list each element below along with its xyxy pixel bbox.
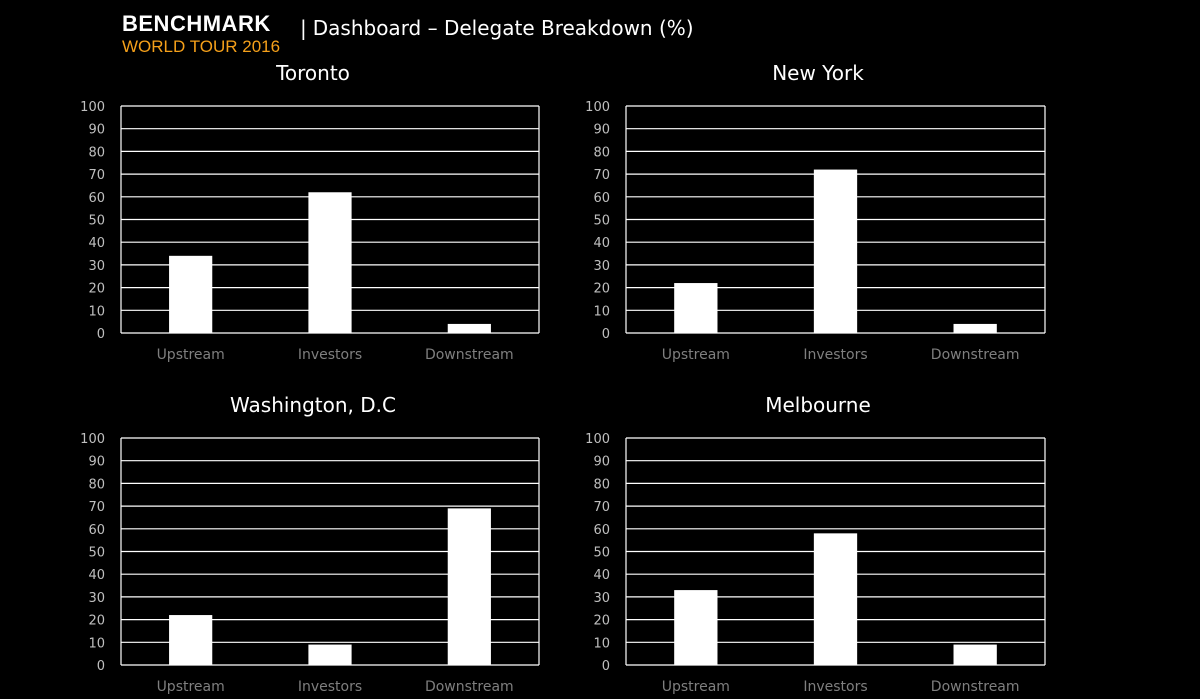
- bar-washington-upstream: [169, 615, 213, 665]
- brand-tour: WORLD TOUR 2016: [122, 37, 281, 56]
- y-tick-label: 100: [585, 100, 610, 115]
- page-title: | Dashboard – Delegate Breakdown (%): [300, 16, 694, 40]
- y-tick-label: 30: [593, 259, 610, 274]
- y-tick-label: 90: [88, 455, 105, 470]
- y-tick-label: 60: [88, 191, 105, 206]
- y-tick-label: 80: [593, 477, 610, 492]
- y-tick-label: 30: [88, 259, 105, 274]
- y-tick-label: 60: [88, 523, 105, 538]
- y-tick-label: 10: [88, 304, 105, 319]
- y-tick-label: 0: [602, 327, 610, 342]
- x-category-label: Upstream: [157, 347, 225, 363]
- x-category-label: Investors: [298, 347, 362, 363]
- bar-toronto-upstream: [169, 255, 213, 333]
- x-category-label: Investors: [803, 679, 867, 695]
- y-tick-label: 40: [88, 236, 105, 251]
- bar-melbourne-upstream: [674, 590, 718, 665]
- bar-new-york-investors: [813, 169, 858, 333]
- y-tick-label: 20: [593, 282, 610, 297]
- y-tick-label: 10: [593, 304, 610, 319]
- y-tick-label: 70: [88, 500, 105, 515]
- bar-melbourne-investors: [813, 533, 858, 665]
- y-tick-label: 70: [88, 168, 105, 183]
- chart-title-melbourne: Melbourne: [765, 393, 871, 417]
- x-category-label: Downstream: [425, 679, 514, 695]
- bar-toronto-downstream: [447, 323, 491, 333]
- y-tick-label: 20: [88, 282, 105, 297]
- y-tick-label: 20: [88, 614, 105, 629]
- y-tick-label: 90: [88, 123, 105, 138]
- y-tick-label: 70: [593, 500, 610, 515]
- bar-washington-downstream: [447, 508, 491, 665]
- y-tick-label: 80: [88, 477, 105, 492]
- y-tick-label: 60: [593, 523, 610, 538]
- page-title-text: Dashboard – Delegate Breakdown (%): [312, 16, 694, 40]
- y-tick-label: 20: [593, 614, 610, 629]
- y-tick-label: 90: [593, 123, 610, 138]
- y-tick-label: 90: [593, 455, 610, 470]
- y-tick-label: 40: [88, 568, 105, 583]
- x-category-label: Upstream: [662, 679, 730, 695]
- y-tick-label: 70: [593, 168, 610, 183]
- y-tick-label: 60: [593, 191, 610, 206]
- bar-toronto-investors: [308, 192, 352, 333]
- x-category-label: Downstream: [931, 679, 1020, 695]
- brand-name: BENCHMARK: [122, 11, 271, 36]
- y-tick-label: 0: [97, 659, 105, 674]
- bar-melbourne-downstream: [953, 644, 997, 665]
- y-tick-label: 100: [585, 432, 610, 447]
- y-tick-label: 80: [593, 145, 610, 160]
- bar-washington-investors: [308, 644, 352, 665]
- y-tick-label: 40: [593, 236, 610, 251]
- chart-title-washington: Washington, D.C: [230, 393, 396, 417]
- y-tick-label: 100: [80, 432, 105, 447]
- bar-new-york-downstream: [953, 323, 997, 333]
- x-category-label: Downstream: [931, 347, 1020, 363]
- y-tick-label: 30: [593, 591, 610, 606]
- y-tick-label: 50: [593, 546, 610, 561]
- y-tick-label: 50: [88, 546, 105, 561]
- x-category-label: Investors: [298, 679, 362, 695]
- y-tick-label: 10: [593, 636, 610, 651]
- y-tick-label: 80: [88, 145, 105, 160]
- x-category-label: Investors: [803, 347, 867, 363]
- bar-new-york-upstream: [674, 283, 718, 333]
- y-tick-label: 50: [593, 214, 610, 229]
- title-separator: |: [300, 16, 307, 40]
- y-tick-label: 0: [602, 659, 610, 674]
- chart-title-toronto: Toronto: [276, 61, 350, 85]
- brand-logo: BENCHMARK WORLD TOUR 2016: [122, 12, 292, 58]
- y-tick-label: 40: [593, 568, 610, 583]
- y-tick-label: 10: [88, 636, 105, 651]
- y-tick-label: 100: [80, 100, 105, 115]
- x-category-label: Upstream: [157, 679, 225, 695]
- y-tick-label: 30: [88, 591, 105, 606]
- chart-title-new-york: New York: [772, 61, 864, 85]
- y-tick-label: 0: [97, 327, 105, 342]
- x-category-label: Upstream: [662, 347, 730, 363]
- y-tick-label: 50: [88, 214, 105, 229]
- x-category-label: Downstream: [425, 347, 514, 363]
